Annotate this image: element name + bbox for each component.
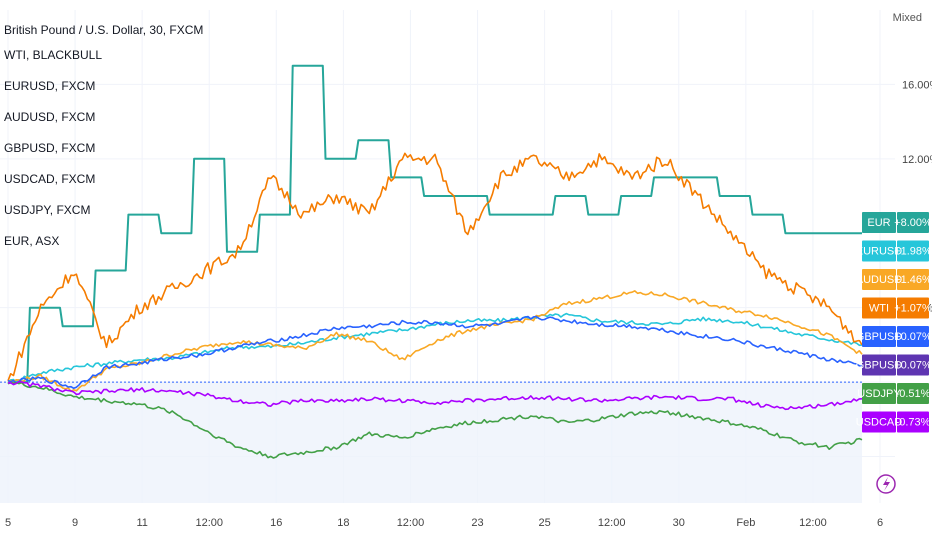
legend-symbol-audusd[interactable]: AUDUSD, FXCM <box>4 110 96 124</box>
badge-value: -0.51% <box>896 388 931 400</box>
y-tick-label: 16.00% <box>902 79 932 91</box>
badge-value: +0.07% <box>894 331 932 343</box>
lightning-icon <box>883 477 890 491</box>
badge-value: +8.00% <box>894 217 932 229</box>
series-line-usdcad[interactable] <box>7 380 863 411</box>
badge-symbol: USDJPY <box>857 388 901 400</box>
legend-main-symbol[interactable]: British Pound / U.S. Dollar, 30, FXCM <box>4 23 204 37</box>
x-tick-label: 9 <box>72 517 78 529</box>
legend-symbol-wti[interactable]: WTI, BLACKBULL <box>4 48 103 62</box>
badge-symbol: EUR <box>867 217 890 229</box>
badge-symbol: GBPUSD <box>856 360 903 372</box>
x-tick-label: 6 <box>877 517 883 529</box>
badge-value: +1.07% <box>894 303 932 315</box>
legend-symbol-usdcad[interactable]: USDCAD, FXCM <box>4 172 96 186</box>
badge-value: +0.07% <box>894 360 932 372</box>
price-badge-wti[interactable]: WTI +1.07% <box>862 297 932 319</box>
symbol-legend: British Pound / U.S. Dollar, 30, FXCM WT… <box>4 22 203 257</box>
price-badge-eurusd[interactable]: EURUSD+1.98% <box>856 240 932 262</box>
badge-value: +1.46% <box>894 274 932 286</box>
series-line-eurusd[interactable] <box>7 312 863 385</box>
badge-symbol: WTI <box>869 303 889 315</box>
price-badge-audusd[interactable]: AUDUSD+1.46% <box>856 269 932 290</box>
series-line-usdjpy[interactable] <box>7 381 863 459</box>
x-tick-label: 30 <box>673 517 685 529</box>
badge-value: +1.98% <box>894 246 932 258</box>
scale-mode-label[interactable]: Mixed <box>892 12 922 24</box>
price-badge-gbpusd[interactable]: GBPUSD+0.07% <box>856 354 932 376</box>
series-line-wti[interactable] <box>7 152 863 382</box>
badge-symbol: GBPUSD <box>856 331 903 343</box>
price-badge-usdcad[interactable]: USDCAD-0.73% <box>856 411 931 433</box>
series-line-eur[interactable] <box>8 64 862 384</box>
x-axis[interactable]: 5 9 11 12:00 16 18 12:00 23 25 12:00 30 Feb 12:00 6 <box>5 517 883 529</box>
series-line-gbpusd[interactable] <box>7 315 863 390</box>
y-tick-label: 12.00% <box>902 154 932 166</box>
x-tick-label: 12:00 <box>799 517 827 529</box>
price-badge-usdjpy[interactable]: USDJPY-0.51% <box>857 383 931 404</box>
legend-symbol-gbpusd[interactable]: GBPUSD, FXCM <box>4 141 96 155</box>
legend-symbol-eurusd[interactable]: EURUSD, FXCM <box>4 79 96 93</box>
x-tick-label: 12:00 <box>397 517 425 529</box>
x-tick-label: 16 <box>270 517 282 529</box>
x-tick-label: 25 <box>538 517 550 529</box>
badge-symbol: AUDUSD <box>856 274 903 286</box>
series-lines <box>7 64 863 459</box>
x-tick-label: 11 <box>136 517 147 529</box>
x-tick-label: 12:00 <box>598 517 626 529</box>
x-tick-label: 18 <box>337 517 349 529</box>
badge-value: -0.73% <box>896 417 931 429</box>
tradingview-logo[interactable] <box>876 474 896 494</box>
badge-symbol: EURUSD <box>856 246 903 258</box>
baseline-area <box>0 381 862 503</box>
legend-symbol-usdjpy[interactable]: USDJPY, FXCM <box>4 203 91 217</box>
x-tick-label: 12:00 <box>195 517 223 529</box>
badge-symbol: USDCAD <box>856 417 903 429</box>
price-badges: EUR +8.00% EURUSD+1.98% AUDUSD+1.46% WTI +1.0… <box>856 212 932 433</box>
x-tick-label: 5 <box>5 517 11 529</box>
x-tick-label: Feb <box>736 517 755 529</box>
baseline-fill <box>0 382 862 503</box>
x-tick-label: 23 <box>471 517 483 529</box>
price-badge-gbpusd[interactable]: GBPUSD+0.07% <box>856 326 932 347</box>
price-badge-eur[interactable]: EUR +8.00% <box>862 212 932 233</box>
legend-symbol-eur-asx[interactable]: EUR, ASX <box>4 234 60 248</box>
